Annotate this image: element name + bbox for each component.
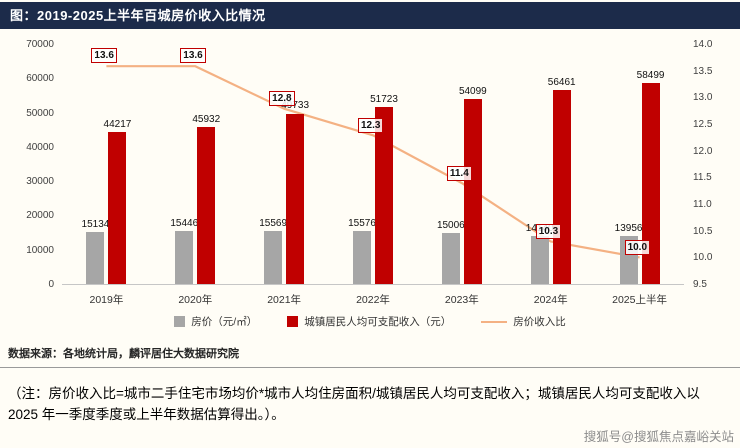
chart-title: 图：2019-2025上半年百城房价收入比情况 — [10, 8, 266, 23]
bar-value-label: 15569 — [259, 217, 288, 229]
right-axis-tick: 11.5 — [693, 172, 712, 184]
left-axis-tick: 70000 — [26, 39, 54, 50]
left-axis-tick: 0 — [48, 279, 54, 290]
ratio-value-label: 13.6 — [91, 48, 117, 64]
footnote: （注：房价收入比=城市二手住宅市场均价*城市人均住房面积/城镇居民人均可支配收入… — [8, 386, 700, 422]
house-price-bar — [175, 231, 194, 284]
house-price-bar — [353, 230, 371, 284]
ratio-value-label: 10.3 — [535, 224, 562, 240]
ratio-line — [106, 65, 640, 259]
ratio-value-label: 13.6 — [180, 48, 206, 64]
left-axis-tick: 60000 — [26, 73, 54, 85]
bar-value-label: 51723 — [370, 93, 398, 105]
right-axis-tick: 13.0 — [693, 92, 713, 104]
ratio-line-path — [106, 65, 640, 259]
right-axis-tick: 11.0 — [693, 199, 712, 210]
category-label: 2023年 — [444, 294, 479, 306]
house-price-bar — [530, 235, 549, 284]
house-price-bar — [86, 232, 105, 284]
left-axis-tick: 40000 — [26, 141, 54, 153]
legend: 房价（元/㎡） 城镇居民人均可支配收入（元） 房价收入比 — [0, 314, 740, 329]
ratio-value-label: 10.0 — [624, 240, 651, 256]
divider-line — [0, 367, 740, 368]
category-label: 2021年 — [267, 294, 302, 306]
plot-area: 15134 44217 15446 45932 15569 49733 15576 51723… — [62, 45, 684, 285]
right-axis-tick: 10.5 — [693, 225, 713, 237]
legend-item: 城镇居民人均可支配收入（元） — [287, 314, 451, 329]
bar-value-label: 56461 — [547, 77, 576, 89]
legend-item: 房价（元/㎡） — [174, 314, 257, 329]
legend-square-swatch — [287, 316, 299, 327]
right-axis-tick: 10.0 — [693, 252, 713, 264]
right-axis-tick: 12.0 — [693, 145, 713, 157]
ratio-value-label: 11.4 — [446, 165, 472, 181]
bar-value-label: 45932 — [192, 113, 221, 125]
category-label: 2020年 — [178, 294, 213, 306]
bar-value-label: 44217 — [103, 119, 132, 131]
income-bar — [552, 90, 571, 284]
bar-value-label: 15576 — [348, 217, 376, 229]
house-price-bar — [264, 230, 283, 284]
bar-value-label: 58499 — [636, 70, 665, 82]
left-axis-tick: 50000 — [26, 107, 54, 119]
chart-title-bar: 图：2019-2025上半年百城房价收入比情况 — [0, 2, 740, 29]
category-label: 2025上半年 — [612, 294, 667, 306]
income-bar — [108, 132, 127, 284]
bar-value-label: 15134 — [81, 219, 110, 231]
right-axis-tick: 12.5 — [693, 119, 713, 130]
right-axis-tick: 13.5 — [693, 65, 713, 77]
left-axis-tick: 20000 — [26, 210, 54, 222]
legend-square-swatch — [174, 316, 186, 327]
category-label: 2024年 — [533, 294, 568, 306]
right-axis-tick: 9.5 — [693, 279, 707, 290]
income-bar — [375, 106, 393, 284]
legend-label: 城镇居民人均可支配收入（元） — [304, 316, 452, 328]
legend-label: 房价（元/㎡） — [191, 316, 258, 328]
bar-value-label: 49733 — [281, 100, 310, 112]
income-bar — [463, 98, 482, 284]
ratio-value-label: 12.8 — [269, 91, 295, 106]
legend-item: 房价收入比 — [481, 314, 566, 329]
category-label: 2022年 — [356, 294, 390, 306]
left-axis-tick: 10000 — [26, 244, 54, 256]
watermark: 搜狐号@搜狐焦点嘉峪关站 — [583, 430, 734, 444]
data-source-note: 数据来源：各地统计局，麟评居住大数据研究院 — [8, 348, 239, 360]
bar-value-label: 13956 — [614, 223, 643, 235]
legend-label: 房价收入比 — [513, 316, 566, 328]
bar-value-label: 15006 — [436, 219, 465, 231]
income-bar — [286, 113, 305, 284]
bar-value-label: 54099 — [458, 85, 487, 97]
ratio-value-label: 12.3 — [358, 117, 384, 133]
house-price-bar — [441, 232, 460, 284]
right-axis-tick: 14.0 — [693, 39, 713, 50]
category-label: 2019年 — [89, 294, 124, 306]
legend-line-swatch — [481, 320, 508, 323]
left-axis-tick: 30000 — [26, 176, 54, 188]
income-bar — [197, 126, 216, 284]
bar-value-label: 15446 — [170, 218, 199, 230]
income-bar — [641, 83, 660, 284]
